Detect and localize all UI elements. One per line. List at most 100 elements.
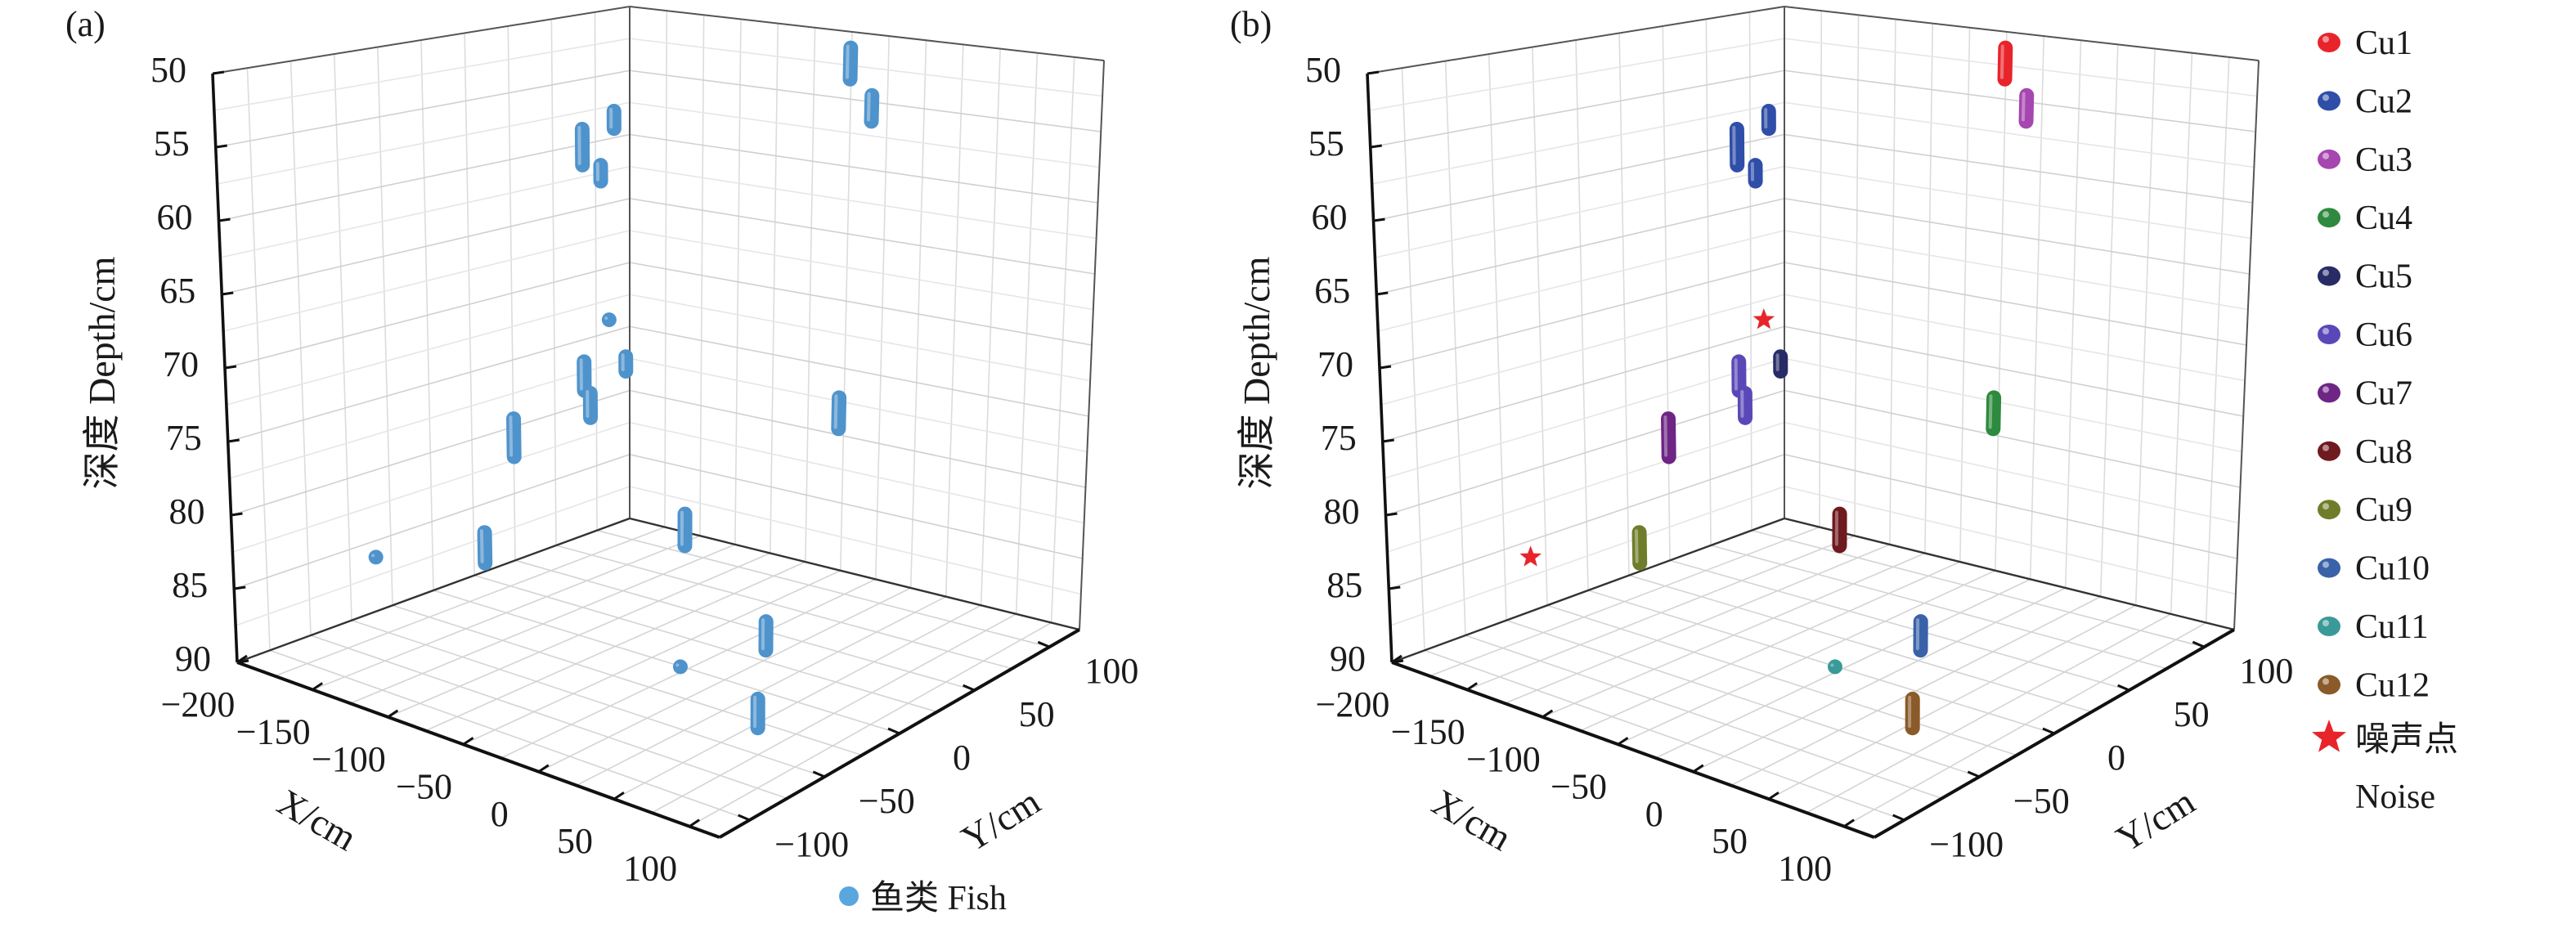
y-tick	[2042, 727, 2055, 735]
legend-marker-highlight	[2322, 269, 2329, 276]
x-tick-label: −150	[1391, 711, 1465, 751]
y-tick	[2117, 684, 2130, 692]
y-tick-label: −50	[859, 781, 915, 821]
x-tick	[1692, 764, 1704, 773]
x-tick	[1542, 709, 1554, 719]
grid-line-right-wall	[1784, 38, 2258, 97]
grid-line-left-wall	[220, 165, 631, 258]
grid-line-left-wall	[224, 262, 631, 369]
grid-line-left-wall	[235, 486, 631, 626]
data-segment-cu1	[1997, 40, 2013, 87]
x-tick	[1843, 819, 1855, 828]
panel-a: 505560657075808590−200−150−100−50050100−…	[65, 4, 1138, 917]
grid-line-left-wall	[1375, 165, 1785, 258]
z-tick-label: 70	[163, 344, 199, 384]
z-tick-label: 75	[166, 418, 202, 458]
grid-line-left-wall	[227, 325, 631, 442]
legend-label-cu11: Cu11	[2355, 608, 2428, 646]
x-axis-line	[1391, 661, 1875, 839]
grid-line-left-wall	[1370, 70, 1785, 148]
grid-line-right-wall	[629, 325, 1089, 417]
legend-marker-cu1	[2318, 33, 2340, 52]
grid-line-left-wall	[233, 453, 631, 590]
grid-line-right-wall	[1784, 197, 2250, 275]
grid-line-right-wall	[1784, 357, 2242, 453]
x-tick-label: −200	[161, 684, 236, 724]
data-segment-highlight	[2021, 92, 2026, 122]
z-tick-label: 80	[169, 491, 205, 532]
grid-line-right-wall	[1784, 421, 2239, 524]
z-tick-label: 60	[157, 197, 193, 237]
grid-line-floor	[1587, 590, 2055, 734]
legend-marker-cu5	[2318, 266, 2340, 286]
grid-line-left-wall	[226, 294, 631, 406]
right-vertical-edge	[1079, 60, 1105, 630]
z-tick	[215, 144, 227, 149]
z-tick	[222, 291, 234, 296]
x-tick	[236, 654, 248, 664]
data-segment-鱼类-fish	[864, 87, 880, 129]
z-axis-title-b: 深度 Depth/cm	[1236, 256, 1277, 489]
z-tick	[1385, 512, 1398, 517]
legend-marker-cu12	[2318, 675, 2340, 695]
z-tick	[227, 438, 240, 443]
z-tick-label: 65	[159, 271, 195, 311]
grid-line-right-wall	[629, 421, 1084, 524]
legend-fish-label: 鱼类 Fish	[870, 880, 1007, 917]
grid-line-left-wall	[229, 357, 631, 479]
grid-line-right-wall	[1784, 133, 2253, 204]
y-tick	[2192, 640, 2205, 648]
legend-noise-marker	[2312, 720, 2346, 752]
z-tick-label: 55	[1308, 123, 1344, 164]
z-tick-label: 65	[1314, 271, 1350, 311]
x-tick-label: −50	[1551, 766, 1607, 806]
grid-line-left-wall	[1380, 294, 1785, 406]
legend-marker-cu4	[2318, 208, 2340, 228]
legend-fish-marker	[839, 886, 859, 906]
marks-a	[368, 40, 880, 736]
grid-line-floor	[596, 529, 1050, 648]
z-tick	[1376, 291, 1389, 296]
right-vertical-edge	[2233, 60, 2260, 630]
grid-line-left-wall	[1376, 197, 1785, 295]
x-tick	[1466, 682, 1479, 691]
y-axis-title-a: Y/cm	[954, 780, 1048, 860]
top-left-edge	[1367, 6, 1785, 74]
x-tick-label: −50	[396, 766, 452, 806]
grid-line-right-wall	[629, 165, 1097, 240]
grid-line-floor	[555, 545, 1012, 670]
legend-label-cu6: Cu6	[2355, 316, 2412, 354]
legend-label-cu12: Cu12	[2355, 666, 2430, 704]
legend-marker-cu11	[2318, 617, 2340, 636]
x-tick-label: 0	[1645, 794, 1663, 834]
z-tick-label: 85	[172, 565, 208, 605]
y-tick-label: 50	[2174, 694, 2210, 734]
legend-marker-cu7	[2318, 383, 2340, 403]
x-tick-label: −100	[1466, 739, 1541, 779]
x-tick	[1768, 791, 1779, 801]
legend-label-cu4: Cu4	[2355, 200, 2412, 237]
z-tick	[1367, 70, 1380, 75]
grid-line-floor	[1465, 635, 1942, 800]
legend-marker-highlight	[2322, 211, 2329, 218]
legend-b: Cu1 Cu2 Cu3 Cu4 Cu5 Cu6 Cu7 Cu8 Cu9 Cu10 Cu11 Cu12	[2312, 25, 2430, 752]
grid-line-left-wall	[217, 101, 631, 185]
axes-b: 505560657075808590−200−150−100−50050100−…	[1305, 6, 2293, 889]
legend-label-cu9: Cu9	[2355, 491, 2412, 529]
x-tick	[312, 682, 324, 691]
z-tick-label: 70	[1317, 344, 1353, 384]
x-tick-label: 100	[1778, 849, 1832, 889]
data-segment-highlight	[845, 44, 850, 79]
grid-a	[212, 6, 1105, 828]
noise-point-star	[1752, 308, 1775, 330]
y-tick-label: −100	[1929, 824, 2004, 864]
z-tick-label: 75	[1321, 418, 1357, 458]
legend-marker-highlight	[2322, 444, 2329, 451]
grid-line-left-wall	[222, 230, 631, 332]
legend-marker-highlight	[2322, 503, 2329, 510]
grid-line-right-wall	[629, 262, 1093, 346]
x-tick-label: 100	[623, 849, 677, 889]
x-tick-label: −200	[1316, 684, 1390, 724]
x-axis-title-a: X/cm	[271, 781, 364, 859]
y-axis-title-b: Y/cm	[2109, 780, 2202, 860]
